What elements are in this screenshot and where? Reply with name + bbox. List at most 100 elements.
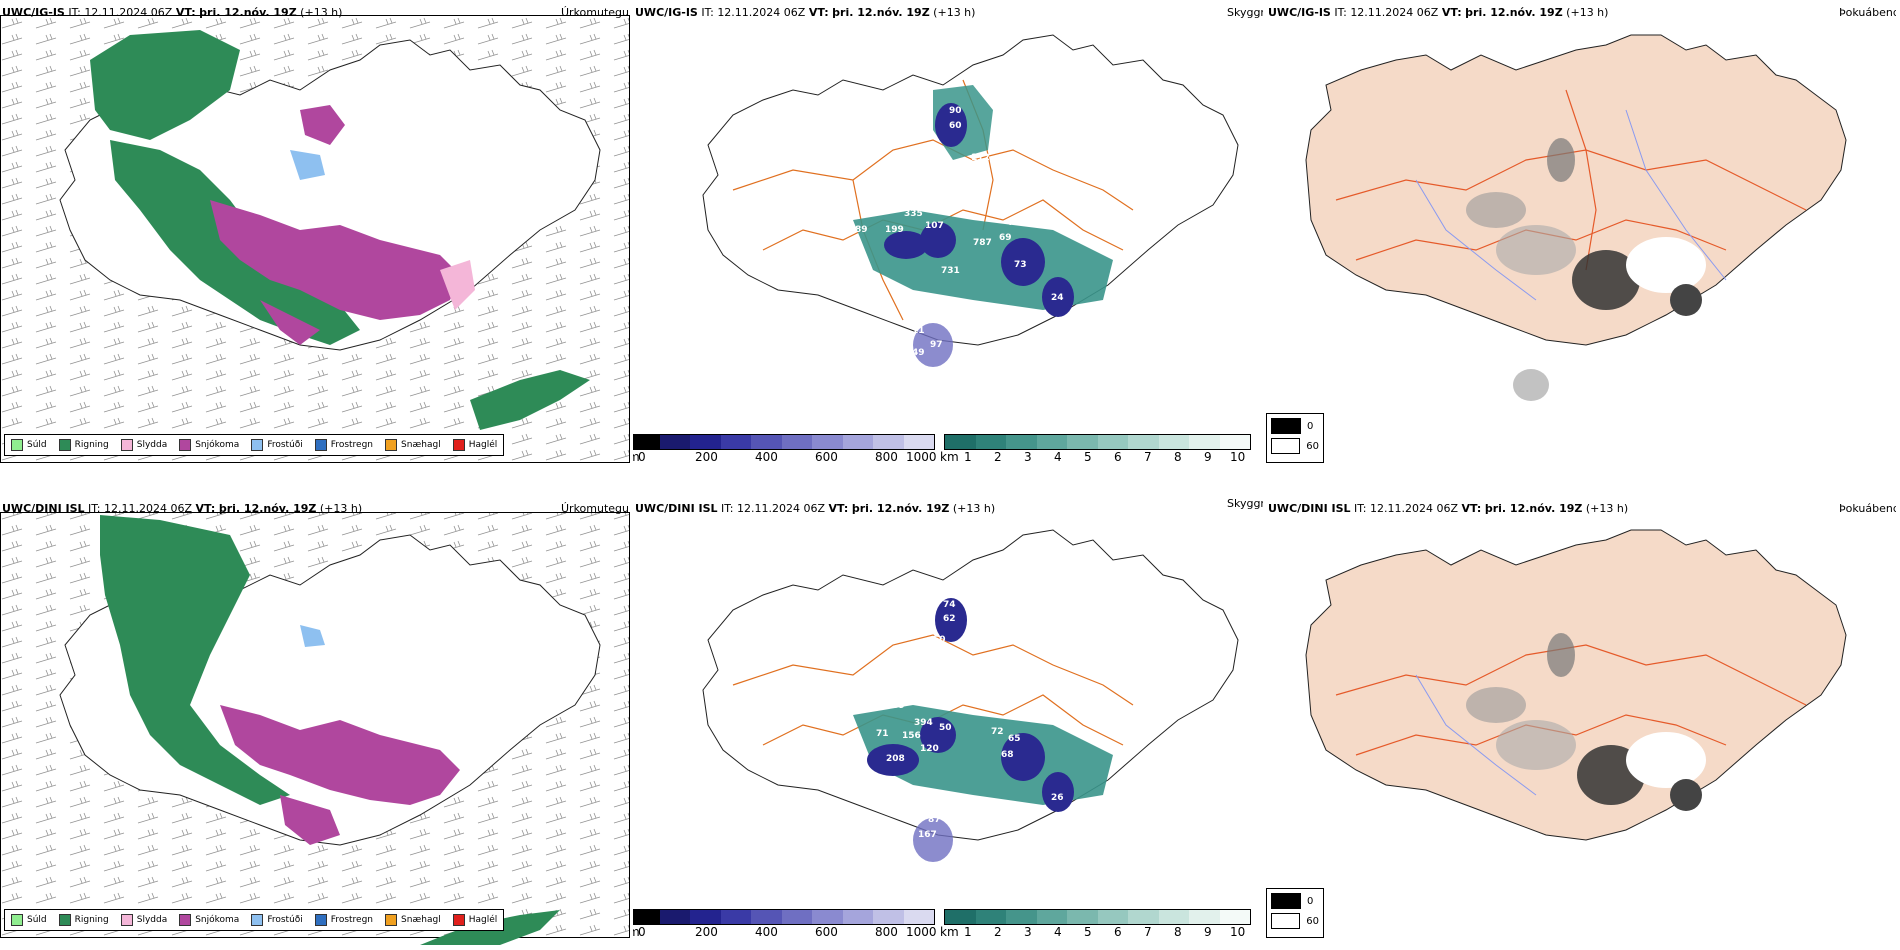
ceiling-label: 60 <box>949 121 962 131</box>
ceiling-label: 88 <box>868 208 881 218</box>
legend-item: Súld <box>11 914 47 926</box>
iceland-outline <box>1305 529 1847 841</box>
precip-map <box>1 16 629 462</box>
panel-title: Skyggni <box>1227 497 1263 510</box>
visibility-colorbar <box>944 909 1251 925</box>
ceiling-colorbar <box>633 434 935 450</box>
ceiling-label: 74 <box>943 600 956 610</box>
ceiling-label: 294 <box>916 183 935 193</box>
fog-legend-row: 0 <box>1271 893 1319 909</box>
ceiling-label: 167 <box>918 830 937 840</box>
fog-map <box>1305 529 1847 841</box>
panel-header: UWC/IG-IS IT: 12.11.2024 06Z VT: þri. 12… <box>1268 6 1609 19</box>
fog-legend-row: 0 <box>1271 418 1319 434</box>
panel-title: Þokuábendi <box>1839 502 1896 515</box>
fog-map <box>1305 34 1847 401</box>
ceiling-label: 45 <box>910 861 923 871</box>
legend-item: Súld <box>11 439 47 451</box>
ceiling-labels: 90 60 112 68 292 294 234 335 88 199 107 … <box>855 106 1064 358</box>
ceiling-label: 335 <box>904 209 923 219</box>
ceiling-label: 259 <box>886 701 905 711</box>
panel-title: Þokuábendi <box>1839 6 1896 19</box>
ceiling-label: 49 <box>938 201 951 211</box>
legend-item: Snjókoma <box>179 439 239 451</box>
panel-title: Úrkomutegund <box>561 502 630 515</box>
panel-visibility-igis: UWC/IG-IS IT: 12.11.2024 06Z VT: þri. 12… <box>633 0 1263 475</box>
iceland-outline <box>1305 34 1847 346</box>
ceiling-label: 731 <box>941 266 960 276</box>
panel-visibility-dini: UWC/DINI ISL IT: 12.11.2024 06Z VT: þri.… <box>633 475 1263 950</box>
ceiling-label: 234 <box>916 199 935 209</box>
ceiling-label: 67 <box>993 203 1006 213</box>
ceiling-label: 69 <box>999 233 1012 243</box>
legend-item: Frostúði <box>251 914 303 926</box>
fog-index-legend: 0 60 <box>1266 413 1324 463</box>
ceiling-label: 50 <box>933 635 946 645</box>
legend-item: Frostregn <box>314 439 373 451</box>
ceiling-label: 26 <box>1051 793 1064 803</box>
ceiling-label: 72 <box>1008 218 1021 228</box>
panel-fog-dini: UWC/DINI ISL IT: 12.11.2024 06Z VT: þri.… <box>1266 475 1896 950</box>
ceiling-label: 292 <box>893 183 912 193</box>
ceiling-label: 49 <box>956 664 969 674</box>
ceiling-label: 89 <box>855 225 868 235</box>
ceiling-label: 11 <box>912 326 925 336</box>
ceiling-labels: 333 74 62 50 49 259 394 156 71 208 120 5… <box>645 580 1064 874</box>
legend-item: Snæhagl <box>385 914 441 926</box>
ceiling-label: 68 <box>993 143 1006 153</box>
panel-header: UWC/DINI ISL IT: 12.11.2024 06Z VT: þri.… <box>2 502 363 515</box>
ceiling-label: 73 <box>1014 260 1027 270</box>
ceiling-label: 68 <box>1001 750 1014 760</box>
panel-header: UWC/DINI ISL IT: 12.11.2024 06Z VT: þri.… <box>635 502 996 515</box>
legend-item: Rigning <box>58 439 109 451</box>
ceiling-label: 65 <box>1008 734 1021 744</box>
ceiling-label: 90 <box>949 106 962 116</box>
ceiling-label: 71 <box>876 729 889 739</box>
map-frame <box>0 512 630 938</box>
ceiling-label: 107 <box>925 221 944 231</box>
ceiling-label: 198 <box>932 311 951 321</box>
visibility-map: 333 74 62 50 49 259 394 156 71 208 120 5… <box>645 529 1239 874</box>
ceiling-label: 156 <box>902 731 921 741</box>
legend-item: Haglél <box>452 914 497 926</box>
panel-header: UWC/IG-IS IT: 12.11.2024 06Z VT: þri. 12… <box>635 6 976 19</box>
visibility-colorbar <box>944 434 1251 450</box>
fog-index-legend: 0 60 <box>1266 888 1324 938</box>
ceiling-label: 49 <box>912 348 925 358</box>
ceiling-label: 97 <box>930 340 943 350</box>
ceiling-label: 72 <box>991 727 1004 737</box>
panel-precip-type-dini: UWC/DINI ISL IT: 12.11.2024 06Z VT: þri.… <box>0 475 630 950</box>
ceiling-colorbar <box>633 909 935 925</box>
legend-item: Snæhagl <box>385 439 441 451</box>
ceiling-label: 87 <box>928 815 941 825</box>
ceiling-label: 24 <box>1051 293 1064 303</box>
ceiling-label: 787 <box>973 238 992 248</box>
panel-header: UWC/DINI ISL IT: 12.11.2024 06Z VT: þri.… <box>1268 502 1629 515</box>
legend-item: Slydda <box>120 914 167 926</box>
legend-item: Frostúði <box>251 439 303 451</box>
visibility-map: 90 60 112 68 292 294 234 335 88 199 107 … <box>702 34 1239 367</box>
ceiling-label: 50 <box>939 723 952 733</box>
ceiling-label: 333 <box>645 580 664 590</box>
map-frame <box>0 15 630 463</box>
legend-item: Snjókoma <box>179 914 239 926</box>
precip-type-legend: Súld Rigning Slydda Snjókoma Frostúði Fr… <box>4 909 505 931</box>
panel-fog-igis: UWC/IG-IS IT: 12.11.2024 06Z VT: þri. 12… <box>1266 0 1896 475</box>
legend-item: Haglél <box>452 439 497 451</box>
precip-type-legend: Súld Rigning Slydda Snjókoma Frostúði Fr… <box>4 434 505 456</box>
fog-legend-row: 60 <box>1271 913 1319 929</box>
legend-item: Rigning <box>58 914 109 926</box>
legend-item: Slydda <box>120 439 167 451</box>
ceiling-label: 199 <box>885 225 904 235</box>
panel-precip-type-igis: UWC/IG-IS IT: 12.11.2024 06Z VT: þri. 12… <box>0 0 630 475</box>
panel-title: Skyggni <box>1227 6 1263 19</box>
ceiling-label: 62 <box>943 614 956 624</box>
ceiling-label: 92 <box>924 864 937 874</box>
legend-item: Frostregn <box>314 914 373 926</box>
ceiling-label: 394 <box>914 718 933 728</box>
ceiling-label: 59 <box>912 298 925 308</box>
ceiling-label: 112 <box>971 153 990 163</box>
precip-map <box>1 513 629 945</box>
ceiling-label: 120 <box>920 744 939 754</box>
ceiling-label: 208 <box>886 754 905 764</box>
